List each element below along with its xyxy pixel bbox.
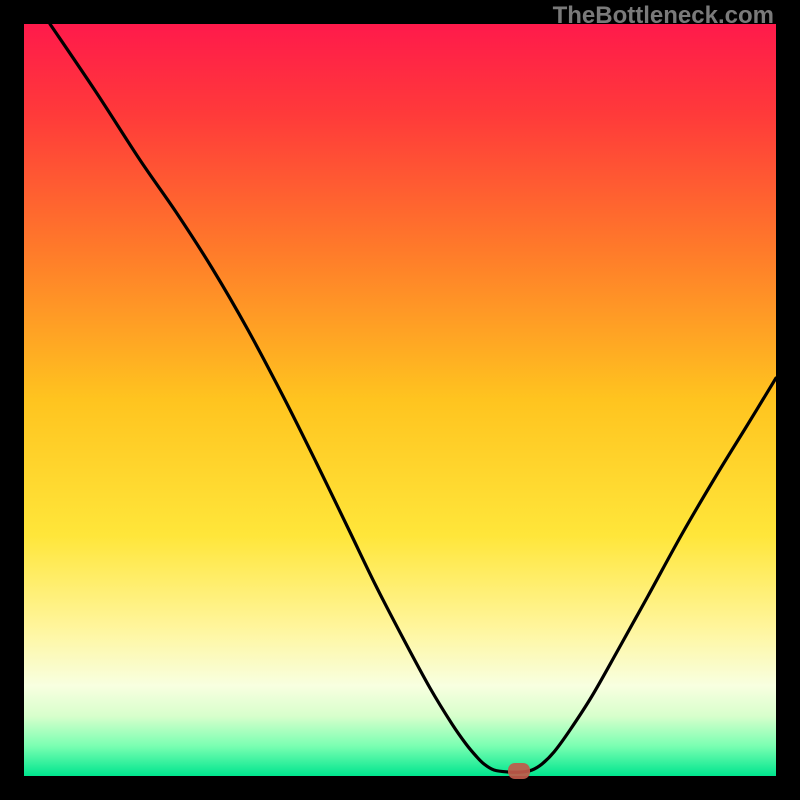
chart-svg bbox=[0, 0, 800, 800]
watermark-label: TheBottleneck.com bbox=[553, 2, 774, 30]
optimum-marker bbox=[508, 763, 530, 779]
plot-background bbox=[24, 24, 776, 776]
chart-stage: TheBottleneck.com bbox=[0, 0, 800, 800]
